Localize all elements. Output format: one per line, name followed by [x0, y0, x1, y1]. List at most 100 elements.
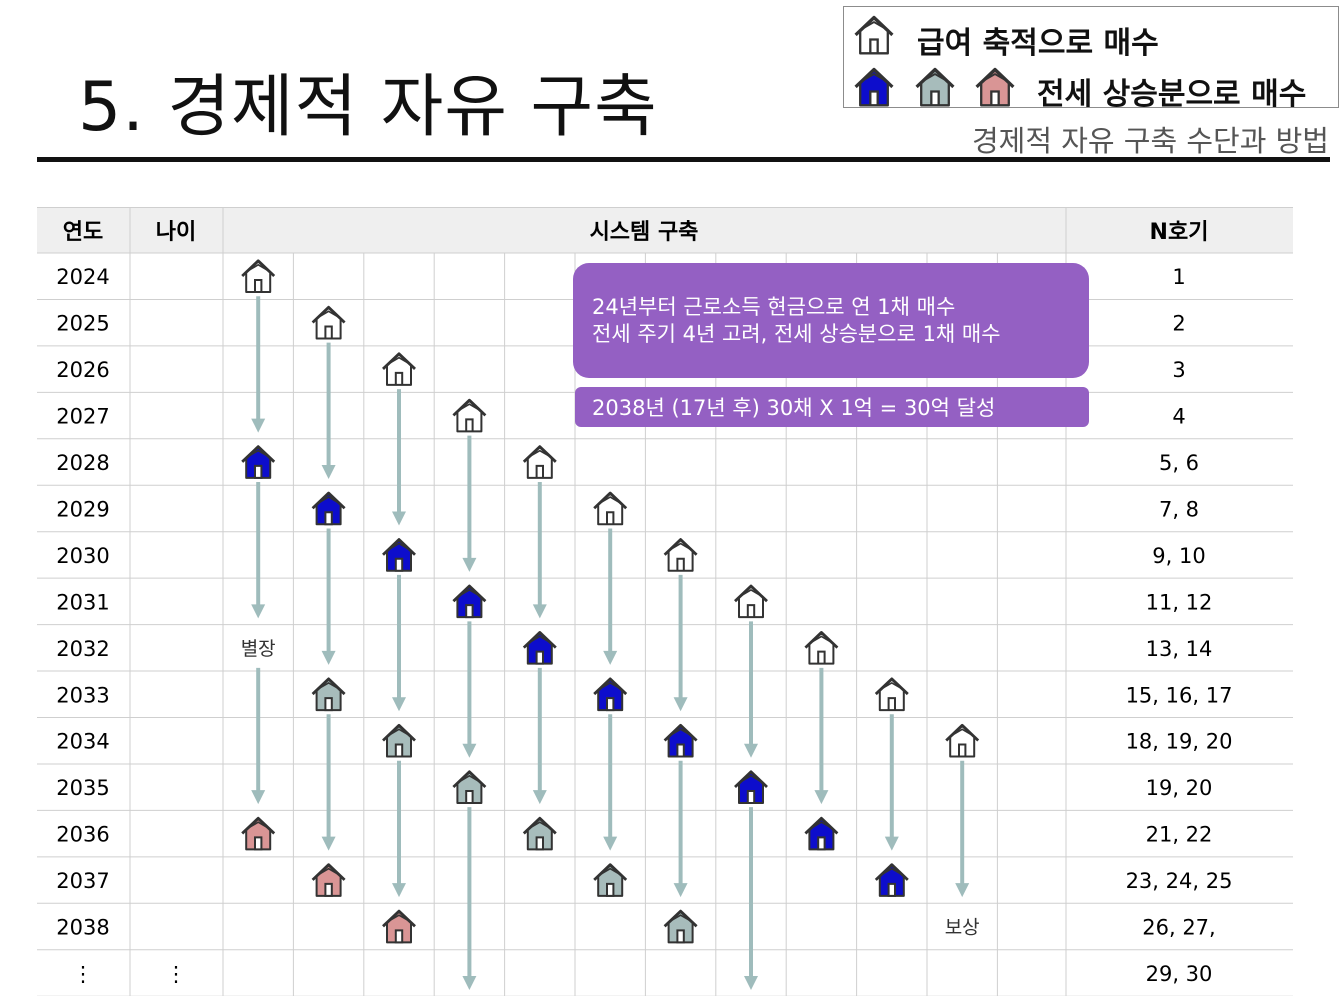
- n-cell: 11, 12: [1146, 590, 1213, 614]
- blue-house-icon: [241, 445, 276, 479]
- year-cell: 2024: [56, 265, 109, 289]
- year-cell: 2037: [56, 869, 109, 893]
- blue-house-icon: [804, 816, 839, 851]
- header-n: N호기: [1150, 220, 1209, 245]
- salary-house-icon: [522, 445, 557, 479]
- salary-house-icon: [854, 15, 894, 55]
- n-cell: 26, 27,: [1142, 916, 1215, 940]
- salary-house-icon: [804, 631, 839, 665]
- arrow-head: [603, 650, 618, 665]
- year-cell: 2031: [56, 590, 109, 614]
- arrow-head: [392, 697, 406, 712]
- year-cell: 2026: [56, 358, 109, 382]
- salary-house-icon: [593, 491, 628, 526]
- salary-house-icon: [945, 723, 980, 758]
- arrow-head: [251, 790, 266, 805]
- salary-house-icon: [311, 305, 346, 340]
- blue-house-icon: [874, 863, 909, 897]
- arrow-head: [392, 883, 406, 898]
- header-age: 나이: [156, 220, 196, 245]
- n-cell: 2: [1172, 312, 1185, 336]
- n-cell: 3: [1172, 358, 1185, 382]
- pink-house-icon: [311, 863, 346, 897]
- salary-house-icon: [874, 677, 909, 712]
- arrow-head: [462, 557, 477, 572]
- header-row-bg: [37, 207, 1293, 253]
- legend-jeonse-label: 전세 상승분으로 매수: [1037, 77, 1307, 112]
- page-title: 5. 경제적 자유 구축: [78, 68, 658, 147]
- n-cell: 29, 30: [1146, 962, 1213, 986]
- blue-house-icon: [854, 67, 894, 107]
- n-cell: 19, 20: [1146, 776, 1213, 800]
- arrow-head: [955, 883, 970, 898]
- year-cell: ⋮: [73, 962, 94, 986]
- arrow-head: [462, 975, 477, 990]
- arrow-head: [744, 743, 758, 758]
- plan-line-1: 24년부터 근로소득 현금으로 연 1채 매수: [592, 295, 955, 319]
- salary-house-icon: [382, 352, 416, 386]
- gray-house-icon: [311, 677, 346, 712]
- header-system: 시스템 구축: [590, 220, 699, 245]
- age-cell: ⋮: [166, 962, 187, 986]
- arrow-head: [462, 743, 477, 758]
- salary-house-icon: [663, 538, 698, 572]
- year-cell: 2028: [56, 451, 109, 475]
- arrow-head: [744, 975, 758, 990]
- arrow-head: [321, 650, 336, 665]
- header-year: 연도: [63, 220, 103, 245]
- salary-house-icon: [452, 398, 487, 433]
- blue-house-icon: [522, 631, 557, 665]
- legend-salary-label: 급여 축적으로 매수: [917, 26, 1159, 61]
- n-cell: 13, 14: [1146, 637, 1213, 661]
- salary-house-icon: [241, 259, 276, 294]
- plan-banner: [573, 263, 1089, 378]
- gray-house-icon: [593, 863, 628, 897]
- system-timeline-table: 연도 나이 시스템 구축 N호기 2024 1 2025 2 2026 3 2027 4 202…: [37, 207, 1293, 996]
- gray-house-icon: [522, 816, 557, 851]
- year-cell: 2033: [56, 683, 109, 707]
- title-divider: [37, 157, 1330, 162]
- year-cell: 2032: [56, 637, 109, 661]
- n-cell: 9, 10: [1152, 544, 1205, 568]
- blue-house-icon: [382, 538, 416, 572]
- pink-house-icon: [975, 67, 1015, 107]
- subtitle: 경제적 자유 구축 수단과 방법: [971, 124, 1329, 158]
- gray-house-icon: [382, 723, 416, 758]
- n-cell: 5, 6: [1159, 451, 1199, 475]
- blue-house-icon: [593, 677, 628, 712]
- year-cell: 2025: [56, 312, 109, 336]
- plan-line-2: 전세 주기 4년 고려, 전세 상승분으로 1채 매수: [592, 322, 1001, 346]
- n-cell: 18, 19, 20: [1126, 730, 1233, 754]
- year-cell: 2038: [56, 916, 109, 940]
- year-cell: 2035: [56, 776, 109, 800]
- n-cell: 7, 8: [1159, 497, 1199, 521]
- arrow-head: [532, 790, 547, 805]
- year-cell: 2036: [56, 823, 109, 847]
- cell-note: 별장: [241, 638, 276, 660]
- arrow-head: [251, 604, 266, 619]
- pink-house-icon: [241, 816, 276, 851]
- pink-house-icon: [382, 909, 416, 944]
- blue-house-icon: [663, 723, 698, 758]
- cell-note: 보상: [945, 917, 980, 939]
- year-cell: 2027: [56, 405, 109, 429]
- year-cell: 2029: [56, 497, 109, 521]
- arrow-head: [814, 790, 829, 805]
- goal-banner: [575, 387, 1089, 427]
- arrow-head: [251, 418, 266, 433]
- arrow-head: [673, 697, 688, 712]
- legend-box: 급여 축적으로 매수 전세 상승분으로 매수: [843, 6, 1339, 112]
- blue-house-icon: [311, 491, 346, 526]
- arrow-head: [603, 836, 618, 851]
- n-cell: 15, 16, 17: [1126, 683, 1233, 707]
- blue-house-icon: [734, 770, 768, 804]
- salary-house-icon: [734, 584, 768, 619]
- arrow-head: [673, 883, 688, 898]
- goal-text: 2038년 (17년 후) 30채 X 1억 = 30억 달성: [592, 396, 995, 420]
- arrow-head: [321, 836, 336, 851]
- year-cell: 2030: [56, 544, 109, 568]
- n-cell: 23, 24, 25: [1126, 869, 1233, 893]
- n-cell: 4: [1172, 405, 1185, 429]
- arrow-head: [884, 836, 899, 851]
- arrow-head: [392, 511, 406, 526]
